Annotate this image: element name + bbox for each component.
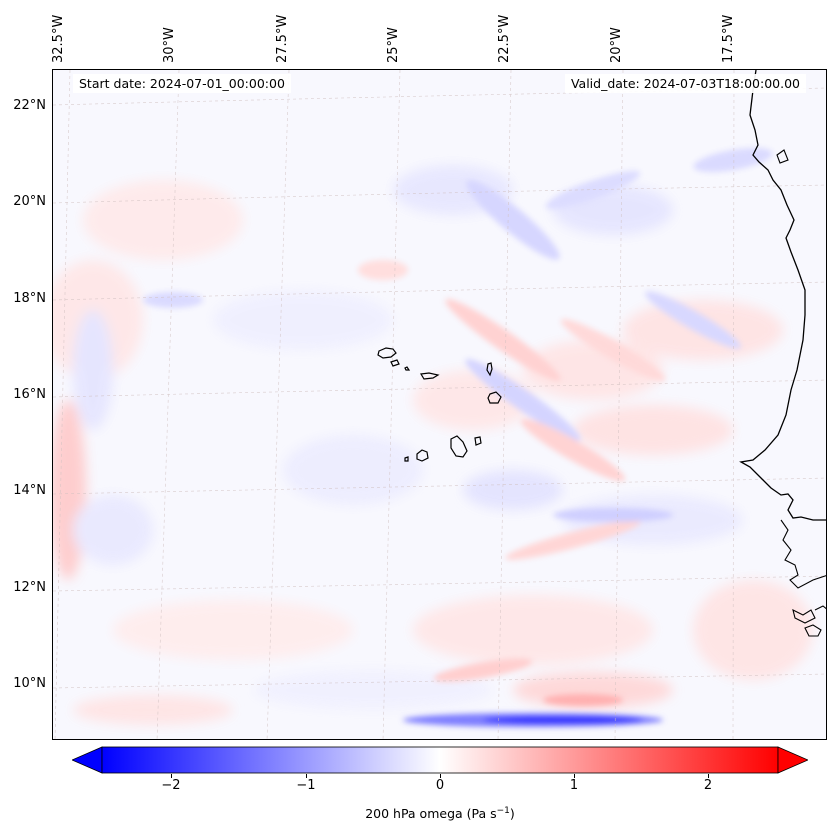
lon-label-25w: 25°W [386,27,401,63]
lon-label-30w: 30°W [162,27,177,63]
colorbar-tickmark [574,774,575,778]
colorbar-gradient [101,746,779,774]
colorbar-tickmark [708,774,709,778]
lat-label-20n: 20°N [13,194,46,209]
colorbar [72,746,808,774]
cape-verde-islands [377,347,502,462]
colorbar-tick-label: 0 [435,778,445,793]
colorbar-high-extend [777,746,808,774]
coastline-details [776,149,826,637]
colorbar-low-extend [72,746,103,774]
omega-contours-broad [53,165,813,725]
lat-label-16n: 16°N [13,387,46,402]
colorbar-tickmark [306,774,307,778]
colorbar-tick-label: 1 [569,778,579,793]
strong-ascent-band [403,694,663,727]
valid-date-label: Valid_date: 2024-07-03T18:00:00.00 [564,74,806,93]
lat-label-22n: 22°N [13,98,46,113]
lon-label-17-5w: 17.5°W [721,14,736,63]
colorbar-tick-label: 2 [703,778,713,793]
lon-label-22-5w: 22.5°W [497,14,512,63]
omega-contours-bands [143,147,773,682]
colorbar-tickmark [440,774,441,778]
lat-label-18n: 18°N [13,291,46,306]
west-africa-coastline [739,70,826,521]
map-panel[interactable] [52,69,827,740]
lat-label-12n: 12°N [13,580,46,595]
graticule [53,70,826,739]
colorbar-tick-label: −1 [296,778,316,793]
omega-field-map [53,70,826,739]
lon-label-27-5w: 27.5°W [275,14,290,63]
colorbar-label: 200 hPa omega (Pa s−1) [365,806,515,822]
lat-label-10n: 10°N [13,676,46,691]
lat-label-14n: 14°N [13,483,46,498]
lon-label-20w: 20°W [609,27,624,63]
start-date-label: Start date: 2024-07-01_00:00:00 [73,74,291,93]
colorbar-tickmark [171,774,172,778]
colorbar-tick-label: −2 [161,778,181,793]
lon-label-32-5w: 32.5°W [51,14,66,63]
